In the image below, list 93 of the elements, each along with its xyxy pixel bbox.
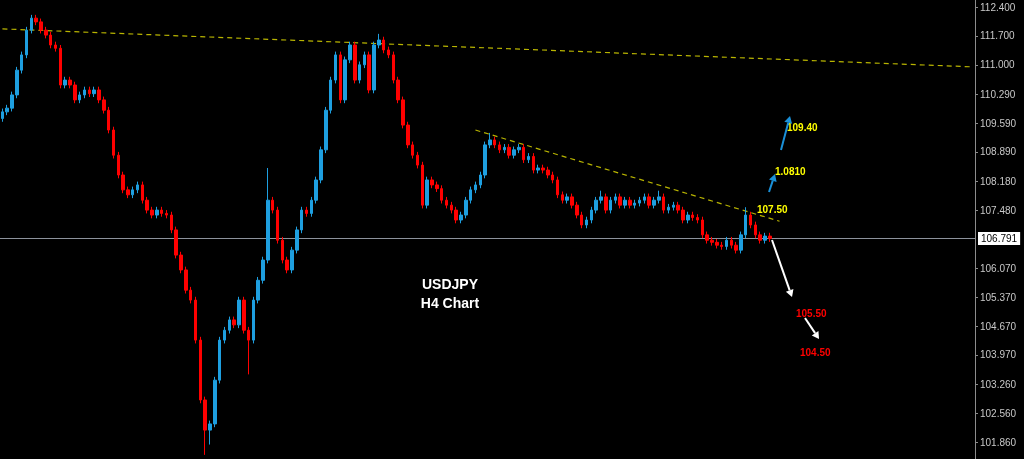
candlestick — [672, 201, 675, 212]
y-tick-label: 106.070 — [980, 262, 1017, 274]
candlestick — [604, 193, 608, 214]
candlestick — [585, 216, 588, 229]
candlestick — [691, 211, 694, 222]
candlestick — [421, 161, 424, 209]
candlestick — [358, 61, 361, 84]
candlestick — [614, 193, 617, 204]
candlestick — [353, 41, 357, 84]
candlestick — [160, 206, 163, 218]
candlestick — [363, 51, 366, 69]
candlestick — [696, 213, 699, 224]
candlestick — [30, 14, 33, 34]
annotation: 104.50 — [800, 346, 832, 358]
candlestick — [416, 151, 419, 169]
candlestick — [768, 232, 772, 243]
annotation: 1.0810 — [775, 165, 807, 177]
y-tick-label: 108.890 — [980, 146, 1017, 158]
y-tick-label: 101.860 — [980, 436, 1017, 448]
candlestick — [59, 44, 62, 89]
candlestick — [425, 176, 429, 209]
candlestick — [445, 196, 448, 209]
candlestick — [387, 46, 390, 59]
candlestick — [536, 164, 540, 174]
candlestick — [628, 196, 632, 209]
annotation: 109.40 — [787, 121, 819, 133]
candlestick — [165, 209, 168, 219]
candlestick — [763, 232, 767, 245]
candlestick — [112, 126, 115, 159]
candlestick — [334, 51, 337, 84]
candlestick — [565, 193, 569, 204]
candlestick — [725, 236, 728, 251]
candlestick — [633, 199, 636, 209]
candlestick — [561, 191, 564, 204]
candlestick — [667, 203, 670, 214]
candlestick — [271, 196, 274, 214]
candlestick — [454, 206, 458, 224]
candlestick — [474, 181, 477, 194]
candlestick — [305, 206, 308, 218]
candlestick — [83, 86, 86, 99]
y-tick-label: 102.560 — [980, 407, 1017, 419]
candlestick — [367, 51, 371, 94]
y-tick-label: 111.700 — [980, 30, 1016, 42]
candlestick — [734, 241, 738, 254]
annotation: 107.50 — [757, 203, 789, 215]
y-tick-label: 103.970 — [980, 349, 1017, 361]
candlestick — [686, 211, 690, 224]
text: H4 Chart — [420, 295, 480, 311]
y-tick-label: 109.590 — [980, 117, 1017, 129]
candlestick — [276, 206, 279, 245]
candlestick — [618, 193, 622, 209]
candlestick — [63, 76, 67, 89]
candlestick — [493, 136, 496, 149]
candlestick — [88, 86, 91, 98]
y-tick-label: 107.480 — [980, 204, 1017, 216]
candlestick — [638, 196, 641, 207]
candlestick — [556, 176, 559, 199]
candlestick — [623, 196, 627, 209]
candlestick — [532, 152, 535, 174]
candlestick — [194, 296, 197, 344]
candlestick — [643, 193, 646, 204]
ref-line-label: 106.791 — [981, 233, 1018, 245]
candlestick — [136, 181, 139, 194]
candlestick — [507, 143, 511, 159]
candlestick — [662, 193, 665, 214]
y-tick-label: 103.260 — [980, 378, 1017, 390]
candlestick — [223, 326, 226, 344]
candlestick — [749, 211, 752, 229]
candlestick — [527, 152, 530, 164]
candlestick — [25, 26, 28, 59]
candlestick — [78, 91, 81, 104]
candlestick — [382, 36, 385, 54]
candlestick — [647, 193, 651, 209]
y-tick-label: 112.400 — [980, 1, 1016, 13]
candlestick — [232, 316, 236, 329]
candlestick — [339, 51, 342, 104]
y-tick-label: 105.370 — [980, 291, 1017, 303]
candlestick — [228, 316, 231, 335]
candlestick — [54, 41, 57, 53]
text: USDJPY — [421, 276, 479, 292]
y-tick-label: 108.180 — [980, 175, 1017, 187]
y-tick-label: 111.000 — [980, 59, 1016, 71]
candlestick — [503, 143, 506, 154]
candlestick — [237, 296, 241, 329]
candlestick — [609, 196, 612, 214]
candlestick — [92, 86, 96, 98]
annotation: 105.50 — [796, 307, 828, 319]
candlestick — [155, 206, 159, 219]
candlestick — [522, 143, 525, 164]
candlestick — [131, 186, 134, 199]
y-tick-label: 110.290 — [980, 88, 1016, 100]
y-tick-label: 104.670 — [980, 320, 1017, 332]
candlestick — [498, 141, 501, 154]
